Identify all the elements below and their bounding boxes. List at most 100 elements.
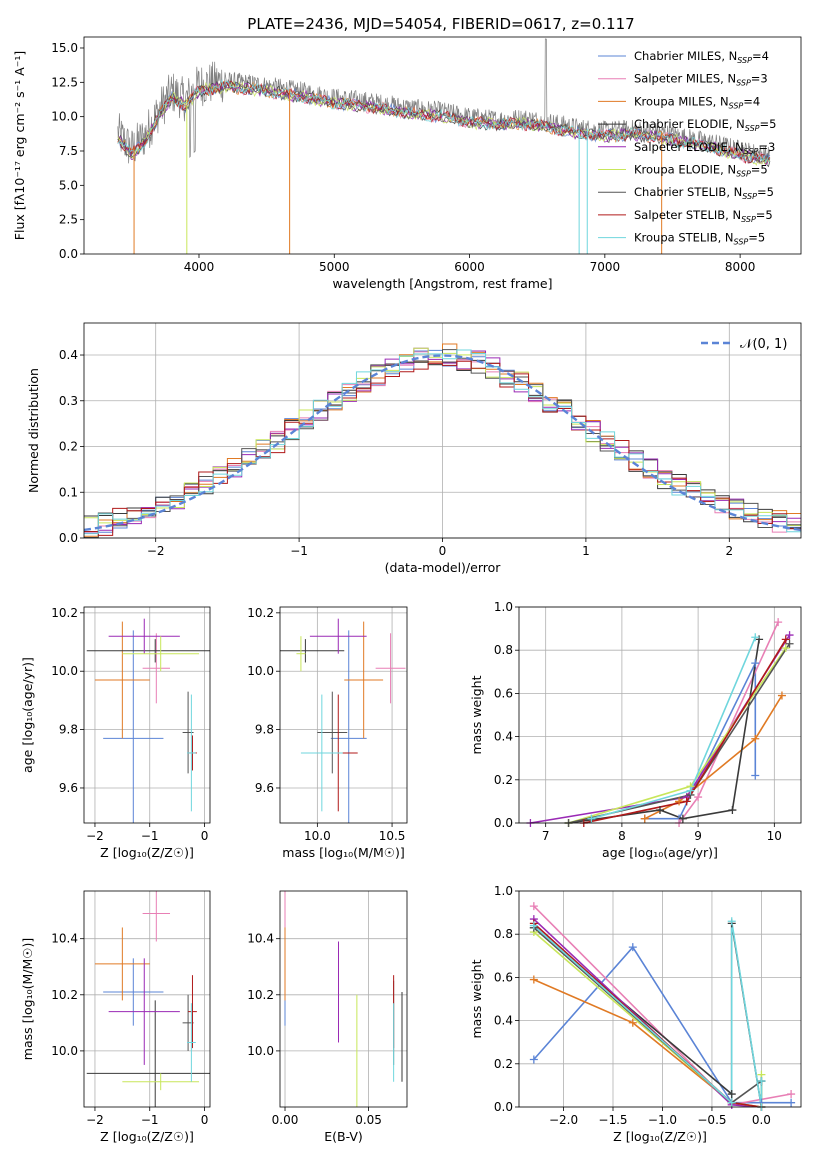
spectrum-legend-label-5: Kroupa ELODIE, NSSP=5 <box>634 163 768 179</box>
spectrum-axes: 4000 5000 6000 7000 8000 0.0 2.5 5.0 7.5 10.0 12.5… <box>12 36 802 291</box>
weight_vs_age-ytick-label-1: 0.2 <box>494 773 513 787</box>
weight_vs_Z-axes: −2.0 −1.5 −1.0 −0.5 0.0 0.0 0.2 0.4 0.6 0.8 1.0 Z [… <box>469 884 802 1144</box>
spectrum-xtick-label-0: 4000 <box>184 260 215 274</box>
weight_vs_age-ytick-label-5: 1.0 <box>494 600 513 614</box>
mass_vs_ebv-axes: 0.00 0.05 10.0 10.2 10.4 E(B-V) <box>247 890 408 1144</box>
age_vs_Z-xtick-label-0: −2 <box>86 829 104 843</box>
mass_vs_Z-plot <box>86 891 210 1107</box>
residuals-xtick-label-0: −2 <box>147 544 165 558</box>
spectrum-xtick-label-3: 7000 <box>590 260 621 274</box>
weight_vs_age-marker-salpeter_miles-1 <box>694 793 703 802</box>
weight_vs_age-ytick-label-0: 0.0 <box>494 816 513 830</box>
weight_vs_age-marker-chabrier_stelib-2 <box>785 639 794 648</box>
age_vs_mass-ytick-label-1: 9.8 <box>255 723 274 737</box>
weight_vs_age-marker-chabrier_miles-2 <box>751 659 760 668</box>
age_vs_Z-plot <box>86 618 210 823</box>
spectrum-xtick-label-1: 5000 <box>319 260 350 274</box>
age_vs_mass-frame <box>279 606 408 824</box>
age_vs_Z-frame <box>83 606 211 824</box>
residuals-xlabel: (data-model)/error <box>385 560 502 575</box>
weight_vs_age-marker-salpeter_miles-2 <box>774 618 783 627</box>
spectrum-ytick-label-2: 5.0 <box>59 178 78 192</box>
mass_vs_Z-ytick-label-1: 10.2 <box>51 988 78 1002</box>
weight_vs_Z-marker-kroupa_stelib-1 <box>727 1098 736 1107</box>
legend-label-part: =5 <box>756 208 773 222</box>
age_vs_mass-ytick-label-2: 10.0 <box>247 664 274 678</box>
residuals-axes: −2 −1 0 1 2 0.0 0.1 0.2 0.3 0.4 (data-model)/error… <box>26 322 802 575</box>
weight_vs_age-marker-salpeter_stelib-2 <box>781 635 790 644</box>
mass_vs_Z-xlabel: Z [log₁₀(Z/Z☉)] <box>100 1129 194 1144</box>
weight_vs_Z-xtick-label-4: 0.0 <box>752 1113 771 1127</box>
legend-label-part: =5 <box>757 185 774 199</box>
residuals-ytick-label-0: 0.0 <box>59 531 78 545</box>
legend-label-part: Salpeter ELODIE, N <box>634 140 744 154</box>
weight_vs_Z-ytick-label-1: 0.2 <box>494 1057 513 1071</box>
weight_vs_Z-marker-kroupa_stelib-4 <box>757 1077 766 1086</box>
legend-label-part: Chabrier ELODIE, N <box>634 117 745 131</box>
mass_vs_Z-axes: −2 −1 0 10.0 10.2 10.4 Z [log₁₀(Z/Z☉)] mass [lo… <box>20 890 211 1144</box>
weight_vs_age-ytick-label-3: 0.6 <box>494 686 513 700</box>
weight_vs_Z-marker-kroupa_miles-0 <box>529 975 538 984</box>
spectrum-legend-label-0: Chabrier MILES, NSSP=4 <box>634 49 769 65</box>
spectrum-plot <box>117 38 771 254</box>
weight_vs_Z-xtick-label-2: −1.0 <box>648 1113 677 1127</box>
age_vs_Z-ytick-label-3: 10.2 <box>51 606 78 620</box>
weight_vs_Z-ytick-label-0: 0.0 <box>494 1100 513 1114</box>
age_vs_Z-xtick-label-2: 0 <box>201 829 209 843</box>
weight_vs_age-marker-salpeter_elodie-2 <box>785 631 794 640</box>
residuals-hist-kroupa_stelib <box>84 349 801 535</box>
legend-label-part: =4 <box>743 94 760 108</box>
mass_vs_Z-xtick-label-1: −1 <box>141 1113 159 1127</box>
age_vs_mass-ytick-label-0: 9.6 <box>255 781 274 795</box>
mass_vs_ebv-xlabel: E(B-V) <box>324 1129 363 1144</box>
mass_vs_Z-xtick-label-2: 0 <box>201 1113 209 1127</box>
residuals-xtick-label-1: −1 <box>290 544 308 558</box>
mass_vs_ebv-ytick-label-2: 10.4 <box>247 932 274 946</box>
residuals-ytick-label-1: 0.1 <box>59 485 78 499</box>
spectrum-legend-label-3: Chabrier ELODIE, NSSP=5 <box>634 117 776 133</box>
weight_vs_age-marker-kroupa_stelib-1 <box>686 786 695 795</box>
age_vs_mass-plot <box>280 618 406 823</box>
weight_vs_age-marker-kroupa_stelib-2 <box>751 633 760 642</box>
weight_vs_age-marker-kroupa_miles-0 <box>640 814 649 823</box>
weight_vs_age-marker-kroupa_miles-3 <box>777 691 786 700</box>
panels-layer: 4000 5000 6000 7000 80000.02.55.07.510.012.5… <box>12 36 802 1144</box>
spectrum-ytick-label-1: 2.5 <box>59 213 78 227</box>
weight_vs_age-line-chabrier_miles <box>644 662 757 820</box>
weight_vs_age-xtick-label-0: 7 <box>542 829 550 843</box>
spectrum-frame <box>83 36 802 255</box>
spectrum-xtick-label-4: 8000 <box>725 260 756 274</box>
legend-label-part: =5 <box>760 117 777 131</box>
weight_vs_age-marker-kroupa_elodie-2 <box>781 644 790 653</box>
legend-label-subscript: SSP <box>745 124 760 133</box>
spectrum-ytick-label-4: 10.0 <box>51 110 78 124</box>
weight_vs_Z-ytick-label-3: 0.6 <box>494 970 513 984</box>
weight_vs_age-ytick-label-4: 0.8 <box>494 643 513 657</box>
residuals-ytick-label-2: 0.2 <box>59 440 78 454</box>
residuals-ytick-label-4: 0.4 <box>59 348 78 362</box>
weight_vs_Z-marker-chabrier_miles-1 <box>628 943 637 952</box>
age_vs_Z-ytick-label-2: 10.0 <box>51 664 78 678</box>
mass_vs_Z-ylabel: mass [log₁₀(M/M☉)] <box>20 938 35 1060</box>
weight_vs_age-xtick-label-2: 9 <box>694 829 702 843</box>
residuals-ytick-label-3: 0.3 <box>59 394 78 408</box>
weight_vs_Z-marker-kroupa_miles-1 <box>628 1018 637 1027</box>
spectrum-ytick-label-3: 7.5 <box>59 144 78 158</box>
residuals-frame <box>83 322 802 539</box>
weight_vs_Z-marker-chabrier_elodie-1 <box>727 1090 736 1099</box>
age_vs_Z-ytick-label-1: 9.8 <box>59 723 78 737</box>
legend-label-subscript: SSP <box>736 79 751 88</box>
age_vs_mass-xtick-label-1: 10.5 <box>379 829 406 843</box>
weight_vs_Z-xtick-label-3: −0.5 <box>697 1113 726 1127</box>
spectrum-xtick-label-2: 6000 <box>454 260 485 274</box>
weight_vs_age-marker-chabrier_miles-3 <box>751 771 760 780</box>
mass_vs_ebv-frame <box>279 890 408 1108</box>
spectrum-xlabel: wavelength [Angstrom, rest frame] <box>332 276 552 291</box>
weight_vs_age-marker-kroupa_stelib-0 <box>587 814 596 823</box>
spectrum-title: PLATE=2436, MJD=54054, FIBERID=0617, z=0… <box>247 15 634 33</box>
weight_vs_age-marker-kroupa_miles-1 <box>675 797 684 806</box>
legend-label-part: Salpeter STELIB, N <box>634 208 741 222</box>
legend-label-part: =3 <box>751 72 768 86</box>
residuals-legend-label: 𝒩(0, 1) <box>740 337 787 352</box>
